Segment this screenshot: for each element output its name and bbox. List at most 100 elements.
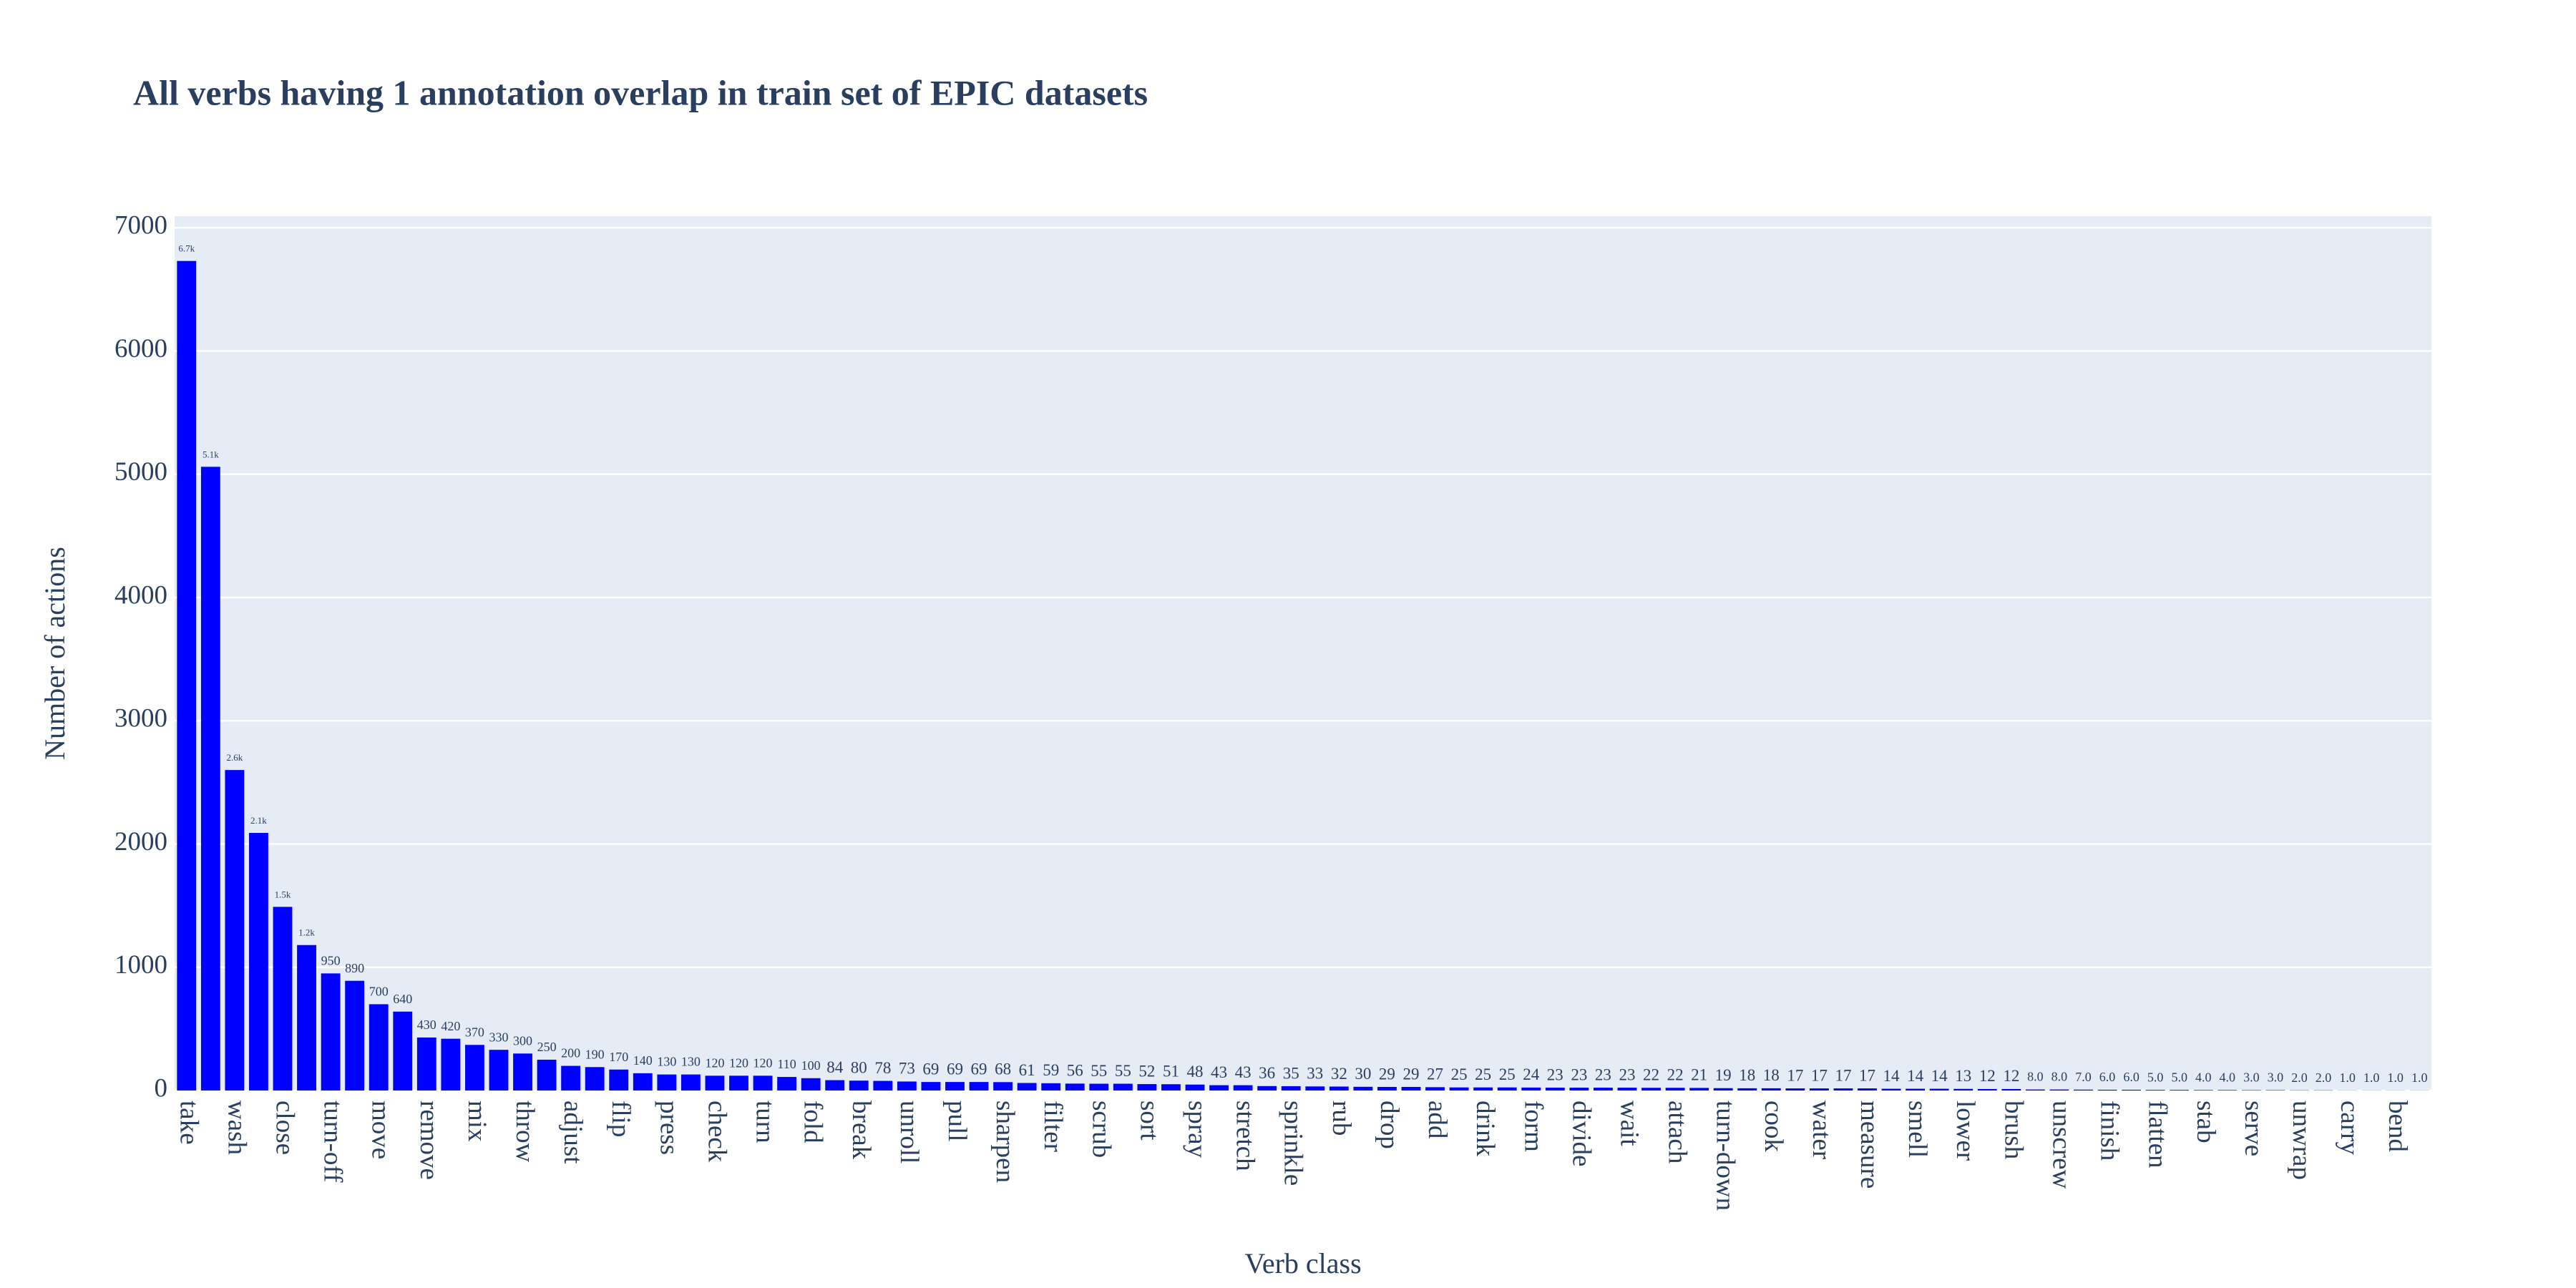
bar [489,1050,509,1091]
bar [705,1075,725,1091]
value-label: 2.0 [2291,1070,2308,1085]
bar [1065,1083,1085,1091]
value-label: 73 [899,1060,915,1078]
x-tick-label: spray [1183,1101,1212,1158]
x-tick-label: sort [1134,1101,1163,1141]
bar [249,832,268,1091]
x-tick-label: water [1807,1101,1836,1159]
bar [464,1045,484,1091]
value-label: 21 [1691,1066,1707,1084]
bar [441,1038,461,1091]
value-label: 12 [2003,1067,2019,1085]
x-tick-label: throw [510,1101,540,1163]
value-label: 100 [801,1058,821,1073]
value-label: 56 [1067,1062,1083,1080]
bar [945,1082,965,1091]
value-label: 1.0 [2387,1070,2404,1085]
value-label: 6.0 [2123,1070,2140,1084]
x-tick-label: carry [2335,1101,2364,1155]
x-tick-label: wait [1614,1101,1644,1146]
value-label: 4.0 [2220,1070,2236,1084]
x-tick-label: unscrew [2046,1101,2076,1189]
bar [1906,1088,1926,1091]
bar [657,1074,677,1091]
value-label: 120 [753,1055,773,1070]
bar [2170,1090,2190,1091]
value-label: 6.0 [2099,1070,2116,1084]
bar [2001,1088,2021,1091]
value-label: 23 [1571,1065,1587,1083]
value-label: 59 [1043,1061,1059,1079]
value-label: 17 [1811,1066,1828,1084]
bar [297,945,316,1091]
x-tick-label: remove [414,1101,444,1180]
value-label: 84 [826,1058,844,1076]
value-label: 1.5k [275,889,291,899]
value-label: 24 [1523,1065,1540,1083]
value-label: 250 [537,1040,557,1054]
value-label: 2.1k [250,815,267,826]
value-label: 130 [681,1055,701,1069]
bar [993,1082,1013,1091]
value-label: 1.0 [2411,1070,2428,1085]
value-label: 29 [1402,1065,1419,1083]
bar [2193,1090,2213,1091]
value-label: 890 [345,961,364,975]
x-tick-label: fold [799,1101,828,1143]
bar [1233,1085,1253,1091]
x-tick-label: brush [1999,1101,2028,1160]
value-label: 48 [1187,1063,1204,1080]
value-label: 420 [441,1019,460,1033]
x-tick-label: turn-down [1711,1101,1740,1211]
value-label: 17 [1859,1066,1875,1084]
bar [321,973,341,1091]
y-tick-label: 6000 [114,334,167,364]
value-label: 25 [1499,1065,1516,1083]
bar [273,907,293,1091]
bar [1041,1083,1061,1091]
value-label: 35 [1283,1064,1299,1082]
bar [1401,1087,1421,1091]
y-tick-label: 0 [155,1073,168,1103]
value-label: 22 [1667,1065,1684,1083]
bar [1881,1088,1901,1091]
value-label: 5.1k [203,449,219,459]
value-label: 52 [1138,1062,1155,1080]
value-label: 18 [1739,1066,1755,1084]
x-tick-label: drink [1470,1101,1500,1157]
value-label: 330 [489,1030,508,1044]
x-tick-label: stab [2191,1101,2220,1143]
bar [2241,1090,2261,1091]
bar [537,1059,557,1091]
bar [2218,1090,2238,1091]
value-label: 950 [321,953,341,967]
bar [1858,1088,1877,1091]
bar [2122,1089,2142,1091]
y-tick-label: 7000 [114,211,167,240]
value-label: 8.0 [2027,1070,2044,1084]
value-label: 120 [705,1055,724,1070]
x-tick-label: turn [751,1101,780,1143]
x-tick-label: filter [1038,1101,1068,1152]
bar [1209,1085,1229,1091]
value-label: 430 [417,1018,436,1032]
bar [2074,1089,2093,1091]
y-tick-label: 5000 [114,457,167,487]
bar [1521,1087,1541,1091]
x-tick-label: flip [606,1101,635,1137]
value-label: 2.6k [227,752,243,763]
x-tick-label: turn-off [318,1101,348,1183]
value-label: 23 [1595,1065,1611,1083]
value-label: 18 [1763,1066,1780,1084]
bar [1137,1084,1157,1091]
value-label: 700 [369,985,389,999]
value-label: 25 [1475,1065,1491,1083]
value-label: 12 [1979,1067,1996,1085]
x-tick-label: add [1423,1101,1452,1139]
value-label: 23 [1547,1065,1563,1083]
bar [609,1069,629,1091]
bar [225,770,245,1091]
bar [2265,1090,2285,1091]
bar [1617,1088,1637,1091]
